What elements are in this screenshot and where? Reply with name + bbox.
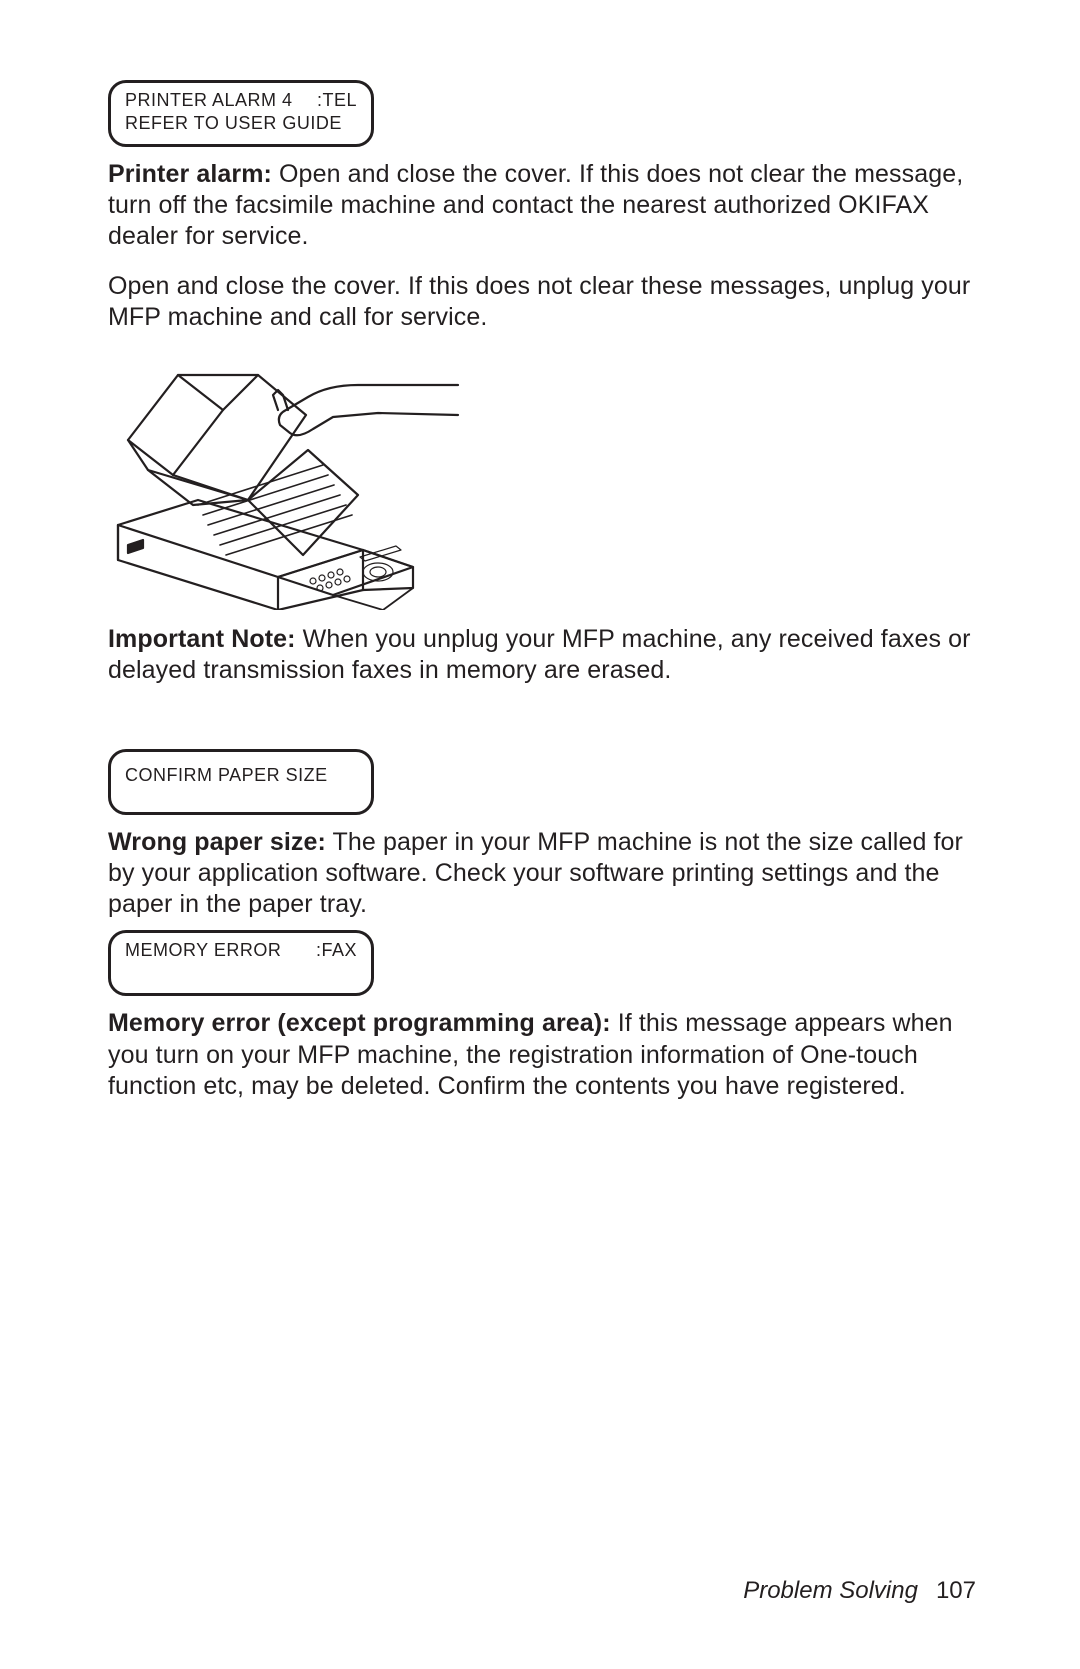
wrong-paper-heading: Wrong paper size: <box>108 828 326 856</box>
open-close-paragraph: Open and close the cover. If this does n… <box>108 271 978 334</box>
printer-illustration <box>108 355 468 610</box>
printer-alarm-paragraph: Printer alarm: Open and close the cover.… <box>108 159 978 253</box>
important-note-paragraph: Important Note: When you unplug your MFP… <box>108 624 978 687</box>
page-footer: Problem Solving 107 <box>743 1577 976 1605</box>
manual-page: PRINTER ALARM 4 :TEL REFER TO USER GUIDE… <box>0 0 1080 1669</box>
memory-error-heading: Memory error (except programming area): <box>108 1009 611 1037</box>
lcd-alarm-line1-left: PRINTER ALARM 4 <box>125 89 293 112</box>
lcd-confirm-paper: CONFIRM PAPER SIZE <box>108 749 374 815</box>
memory-error-paragraph: Memory error (except programming area): … <box>108 1008 978 1102</box>
lcd-memory-error: MEMORY ERROR :FAX <box>108 930 374 996</box>
lcd-confirm-line1: CONFIRM PAPER SIZE <box>125 764 357 787</box>
lcd-memory-line1-left: MEMORY ERROR <box>125 939 281 962</box>
important-note-heading: Important Note: <box>108 625 296 653</box>
lcd-alarm-line2: REFER TO USER GUIDE <box>125 112 357 135</box>
lcd-printer-alarm: PRINTER ALARM 4 :TEL REFER TO USER GUIDE <box>108 80 374 147</box>
printer-alarm-heading: Printer alarm: <box>108 160 272 188</box>
lcd-alarm-line1-right: :TEL <box>317 89 357 112</box>
lcd-memory-line1-right: :FAX <box>316 939 357 962</box>
content-column: PRINTER ALARM 4 :TEL REFER TO USER GUIDE… <box>108 80 978 1102</box>
wrong-paper-paragraph: Wrong paper size: The paper in your MFP … <box>108 827 978 921</box>
footer-page-number: 107 <box>936 1577 976 1604</box>
footer-section: Problem Solving <box>743 1577 918 1604</box>
